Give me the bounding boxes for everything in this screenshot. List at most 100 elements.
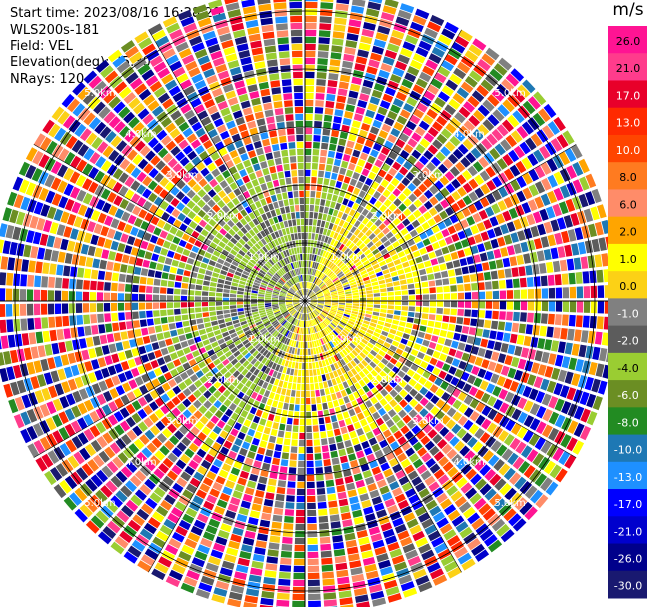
velocity-gate [475, 523, 489, 536]
velocity-gate [189, 374, 199, 383]
velocity-gate [366, 373, 375, 381]
velocity-gate [292, 299, 300, 301]
velocity-gate [548, 427, 560, 441]
velocity-gate [326, 281, 333, 287]
velocity-gate [74, 123, 87, 137]
velocity-gate [291, 361, 296, 369]
velocity-gate [366, 329, 374, 335]
velocity-gate [317, 494, 326, 502]
velocity-gate [522, 100, 536, 115]
velocity-gate [575, 271, 583, 284]
velocity-gate [109, 75, 123, 89]
velocity-gate [307, 544, 319, 552]
velocity-gate [493, 226, 503, 237]
velocity-gate [121, 66, 135, 79]
velocity-gate [456, 477, 468, 489]
velocity-gate [124, 130, 136, 143]
velocity-gate [342, 154, 351, 162]
velocity-gate [273, 216, 279, 224]
velocity-gate [592, 395, 603, 411]
velocity-gate [281, 452, 289, 460]
velocity-gate [582, 360, 591, 374]
velocity-gate [358, 434, 367, 443]
velocity-gate [417, 262, 425, 270]
velocity-gate [282, 381, 288, 389]
velocity-gate [394, 305, 402, 311]
velocity-gate [374, 267, 382, 273]
velocity-gate [264, 219, 271, 227]
velocity-gate [502, 99, 515, 113]
velocity-gate [348, 19, 362, 28]
velocity-gate [428, 314, 436, 321]
velocity-gate [241, 323, 249, 329]
velocity-gate [150, 155, 161, 166]
velocity-gate [40, 204, 51, 217]
velocity-gate [590, 301, 598, 314]
velocity-gate [477, 58, 491, 72]
velocity-gate [330, 364, 336, 371]
velocity-gate [348, 320, 355, 326]
velocity-gate [459, 258, 468, 267]
velocity-gate [455, 35, 470, 48]
velocity-gate [292, 383, 297, 390]
velocity-gate [209, 405, 218, 414]
velocity-gate [250, 338, 257, 344]
velocity-gate [377, 231, 385, 240]
velocity-gate [428, 207, 438, 217]
velocity-gate [498, 186, 509, 198]
velocity-gate [394, 301, 402, 305]
velocity-gate [489, 493, 502, 506]
velocity-gate [0, 272, 7, 286]
velocity-gate [478, 503, 492, 516]
velocity-gate [140, 554, 155, 567]
velocity-gate [348, 393, 355, 402]
velocity-gate [392, 517, 404, 528]
velocity-gate [180, 582, 195, 594]
velocity-gate [229, 264, 237, 271]
velocity-gate [213, 390, 222, 399]
velocity-gate [449, 73, 463, 85]
velocity-gate [532, 325, 540, 336]
velocity-gate [309, 341, 313, 348]
velocity-gate [452, 259, 461, 268]
velocity-gate [313, 128, 322, 135]
velocity-gate [204, 453, 215, 464]
velocity-gate [384, 117, 395, 127]
velocity-gate [180, 453, 191, 464]
velocity-gate [263, 205, 270, 213]
velocity-gate [180, 16, 195, 27]
velocity-gate [363, 335, 371, 342]
velocity-gate [450, 301, 458, 308]
velocity-gate [474, 174, 485, 186]
velocity-gate [183, 326, 191, 334]
velocity-gate [370, 318, 378, 324]
velocity-gate [321, 311, 327, 317]
velocity-gate [197, 189, 207, 198]
velocity-gate [143, 232, 152, 242]
velocity-gate [226, 339, 234, 346]
velocity-gate [449, 436, 460, 447]
velocity-gate [308, 291, 314, 297]
velocity-gate [302, 320, 304, 328]
velocity-gate [89, 152, 101, 165]
velocity-gate [366, 342, 374, 349]
velocity-gate [67, 378, 78, 391]
velocity-gate [101, 404, 112, 416]
velocity-gate [383, 240, 391, 248]
velocity-gate [417, 215, 426, 225]
velocity-gate [327, 357, 333, 365]
velocity-gate [323, 290, 330, 294]
velocity-gate [232, 336, 240, 343]
velocity-gate [265, 304, 272, 308]
velocity-gate [334, 555, 347, 564]
velocity-gate [82, 178, 93, 191]
velocity-gate [127, 358, 136, 369]
velocity-gate [308, 593, 321, 601]
velocity-gate [278, 270, 284, 276]
velocity-gate [594, 221, 604, 236]
velocity-gate [580, 256, 589, 269]
velocity-gate [228, 228, 236, 237]
velocity-gate [276, 599, 290, 607]
velocity-gate [344, 311, 351, 316]
velocity-gate [364, 317, 371, 322]
